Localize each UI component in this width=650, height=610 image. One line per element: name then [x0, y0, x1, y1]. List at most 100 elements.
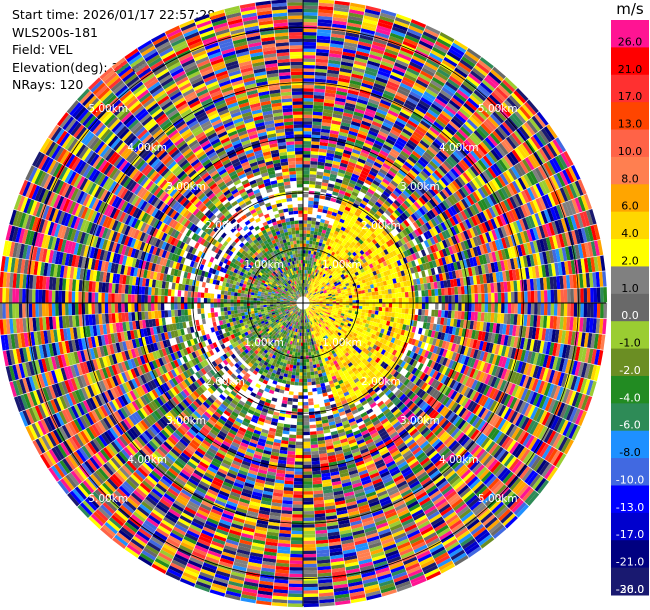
velocity-cell: [347, 89, 360, 96]
velocity-cell: [371, 206, 378, 213]
velocity-cell: [310, 230, 315, 235]
velocity-cell: [303, 293, 305, 297]
velocity-cell: [347, 238, 353, 244]
velocity-cell: [434, 309, 439, 317]
velocity-cell: [318, 283, 322, 287]
velocity-cell: [303, 18, 318, 23]
velocity-cell: [336, 301, 340, 303]
velocity-cell: [331, 244, 336, 249]
velocity-cell: [305, 279, 307, 284]
velocity-cell: [322, 305, 327, 307]
velocity-cell: [403, 102, 415, 111]
velocity-cell: [423, 255, 429, 263]
velocity-cell: [456, 110, 469, 121]
velocity-cell: [357, 287, 362, 292]
velocity-cell: [384, 289, 389, 295]
velocity-cell: [426, 201, 434, 210]
velocity-cell: [458, 303, 462, 311]
velocity-cell: [303, 78, 315, 82]
velocity-cell: [356, 257, 362, 263]
velocity-cell: [550, 175, 560, 190]
velocity-cell: [574, 197, 583, 213]
velocity-cell: [361, 148, 370, 155]
velocity-cell: [490, 69, 504, 82]
velocity-cell: [303, 193, 309, 198]
velocity-cell: [359, 126, 369, 134]
velocity-cell: [503, 185, 512, 198]
velocity-cell: [544, 144, 555, 159]
velocity-cell: [523, 122, 536, 136]
velocity-cell: [352, 188, 360, 194]
velocity-cell: [480, 264, 486, 275]
velocity-cell: [415, 199, 424, 208]
velocity-cell: [400, 238, 406, 245]
velocity-cell: [352, 305, 356, 309]
velocity-cell: [330, 262, 335, 267]
velocity-cell: [584, 242, 591, 258]
velocity-cell: [405, 234, 412, 242]
velocity-cell: [339, 249, 345, 255]
velocity-cell: [356, 101, 367, 108]
velocity-cell: [545, 250, 552, 264]
velocity-cell: [318, 296, 323, 299]
velocity-cell: [308, 203, 314, 208]
velocity-cell: [548, 250, 555, 264]
velocity-cell: [380, 250, 386, 257]
velocity-cell: [407, 314, 412, 320]
velocity-cell: [327, 290, 331, 294]
velocity-cell: [406, 96, 419, 106]
velocity-cell: [457, 128, 469, 140]
velocity-cell: [385, 172, 395, 180]
velocity-cell: [345, 253, 350, 259]
velocity-cell: [339, 229, 345, 235]
velocity-cell: [308, 298, 312, 300]
velocity-cell: [445, 158, 456, 168]
velocity-cell: [357, 277, 362, 282]
velocity-cell: [349, 263, 354, 268]
velocity-cell: [400, 46, 415, 56]
velocity-cell: [422, 31, 438, 41]
velocity-cell: [386, 112, 398, 121]
velocity-cell: [336, 90, 348, 96]
velocity-cell: [442, 128, 454, 139]
velocity-cell: [322, 209, 328, 214]
velocity-cell: [360, 188, 368, 195]
velocity-cell: [582, 211, 591, 227]
velocity-cell: [436, 167, 446, 177]
velocity-cell: [487, 151, 498, 163]
velocity-cell: [600, 303, 604, 319]
velocity-cell: [384, 188, 393, 195]
velocity-cell: [449, 205, 458, 216]
velocity-cell: [471, 178, 481, 190]
velocity-cell: [442, 145, 453, 156]
velocity-cell: [303, 157, 311, 162]
velocity-cell: [415, 105, 427, 115]
velocity-cell: [516, 244, 523, 257]
velocity-cell: [438, 92, 451, 103]
velocity-cell: [335, 94, 347, 100]
velocity-cell: [401, 275, 407, 282]
velocity-cell: [363, 217, 370, 224]
velocity-cell: [365, 299, 370, 303]
velocity-cell: [396, 259, 402, 267]
velocity-cell: [579, 273, 584, 288]
velocity-cell: [444, 143, 455, 154]
velocity-cell: [377, 225, 384, 233]
velocity-cell: [544, 264, 550, 277]
velocity-cell: [553, 173, 563, 189]
velocity-cell: [315, 251, 320, 256]
velocity-cell: [563, 289, 568, 303]
velocity-cell: [417, 159, 427, 168]
velocity-cell: [330, 33, 345, 39]
velocity-cell: [497, 303, 502, 313]
velocity-cell: [325, 288, 330, 291]
velocity-cell: [368, 53, 383, 61]
velocity-cell: [446, 279, 451, 288]
velocity-cell: [435, 40, 450, 51]
velocity-cell: [408, 297, 413, 303]
velocity-cell: [572, 274, 577, 289]
velocity-cell: [320, 128, 331, 134]
velocity-cell: [369, 226, 376, 233]
velocity-cell: [345, 307, 350, 311]
velocity-cell: [460, 83, 474, 95]
